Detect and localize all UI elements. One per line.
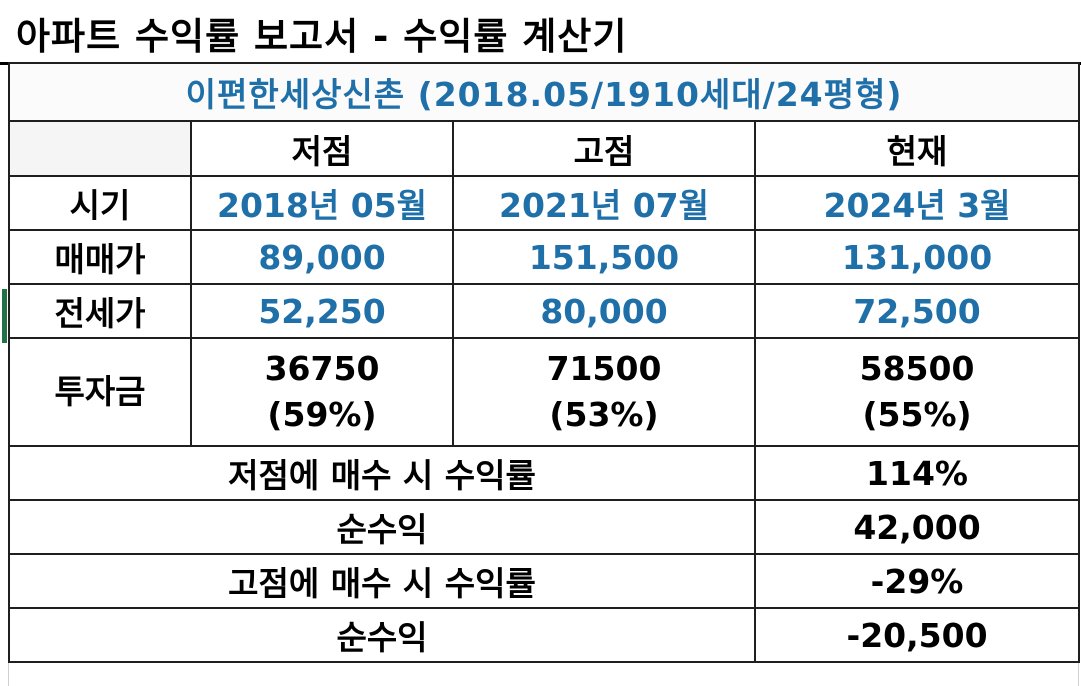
- investment-low[interactable]: 36750 (59%): [190, 337, 454, 447]
- summary-value-low-yield[interactable]: 114%: [753, 445, 1081, 501]
- period-low[interactable]: 2018년 05월: [190, 175, 454, 231]
- header-high[interactable]: 고점: [452, 120, 756, 177]
- apartment-subtitle[interactable]: 이편한세상신촌 (2018.05/1910세대/24평형): [7, 62, 1081, 122]
- summary-value-high-profit[interactable]: -20,500: [753, 607, 1081, 663]
- yield-table: 이편한세상신촌 (2018.05/1910세대/24평형) 저점 고점 현재 시…: [7, 62, 1081, 663]
- row-selection-marker: [2, 289, 7, 343]
- summary-row: 고점에 매수 시 수익률 -29%: [8, 553, 1081, 609]
- period-label[interactable]: 시기: [8, 175, 192, 231]
- header-low[interactable]: 저점: [190, 120, 454, 177]
- sale-price-row: 매매가 89,000 151,500 131,000: [8, 229, 1081, 285]
- sale-price-label[interactable]: 매매가: [8, 229, 192, 285]
- period-high[interactable]: 2021년 07월: [452, 175, 756, 231]
- investment-low-amount: 36750: [264, 348, 380, 388]
- investment-label[interactable]: 투자금: [8, 337, 192, 447]
- summary-row: 순수익 -20,500: [8, 607, 1081, 663]
- jeonse-price-label[interactable]: 전세가: [8, 283, 192, 339]
- period-current[interactable]: 2024년 3월: [753, 175, 1081, 231]
- sale-price-current[interactable]: 131,000: [753, 229, 1081, 285]
- jeonse-price-low[interactable]: 52,250: [190, 283, 454, 339]
- summary-row: 저점에 매수 시 수익률 114%: [8, 445, 1081, 501]
- investment-high[interactable]: 71500 (53%): [452, 337, 756, 447]
- report-title: 아파트 수익률 보고서 - 수익률 계산기: [16, 15, 628, 58]
- summary-value-low-profit[interactable]: 42,000: [753, 499, 1081, 555]
- title-bar: 아파트 수익률 보고서 - 수익률 계산기: [0, 0, 1081, 65]
- header-row: 저점 고점 현재: [8, 120, 1081, 177]
- investment-row: 투자금 36750 (59%) 71500 (53%) 58500 (55%): [8, 337, 1081, 447]
- investment-current[interactable]: 58500 (55%): [753, 337, 1081, 447]
- jeonse-price-current[interactable]: 72,500: [753, 283, 1081, 339]
- header-current[interactable]: 현재: [753, 120, 1081, 177]
- summary-label-high-profit[interactable]: 순수익: [8, 607, 756, 663]
- investment-current-pct: (55%): [862, 395, 972, 434]
- subtitle-row: 이편한세상신촌 (2018.05/1910세대/24평형): [7, 62, 1081, 122]
- investment-high-pct: (53%): [549, 395, 659, 434]
- summary-label-high-yield[interactable]: 고점에 매수 시 수익률: [8, 553, 756, 609]
- header-corner-cell[interactable]: [8, 120, 192, 177]
- jeonse-price-row: 전세가 52,250 80,000 72,500: [8, 283, 1081, 339]
- jeonse-price-high[interactable]: 80,000: [452, 283, 756, 339]
- summary-value-high-yield[interactable]: -29%: [753, 553, 1081, 609]
- investment-low-pct: (59%): [267, 395, 377, 434]
- summary-label-low-profit[interactable]: 순수익: [8, 499, 756, 555]
- investment-current-amount: 58500: [859, 348, 975, 388]
- sale-price-low[interactable]: 89,000: [190, 229, 454, 285]
- investment-high-amount: 71500: [546, 348, 662, 388]
- summary-row: 순수익 42,000: [8, 499, 1081, 555]
- period-row: 시기 2018년 05월 2021년 07월 2024년 3월: [8, 175, 1081, 231]
- summary-label-low-yield[interactable]: 저점에 매수 시 수익률: [8, 445, 756, 501]
- sale-price-high[interactable]: 151,500: [452, 229, 756, 285]
